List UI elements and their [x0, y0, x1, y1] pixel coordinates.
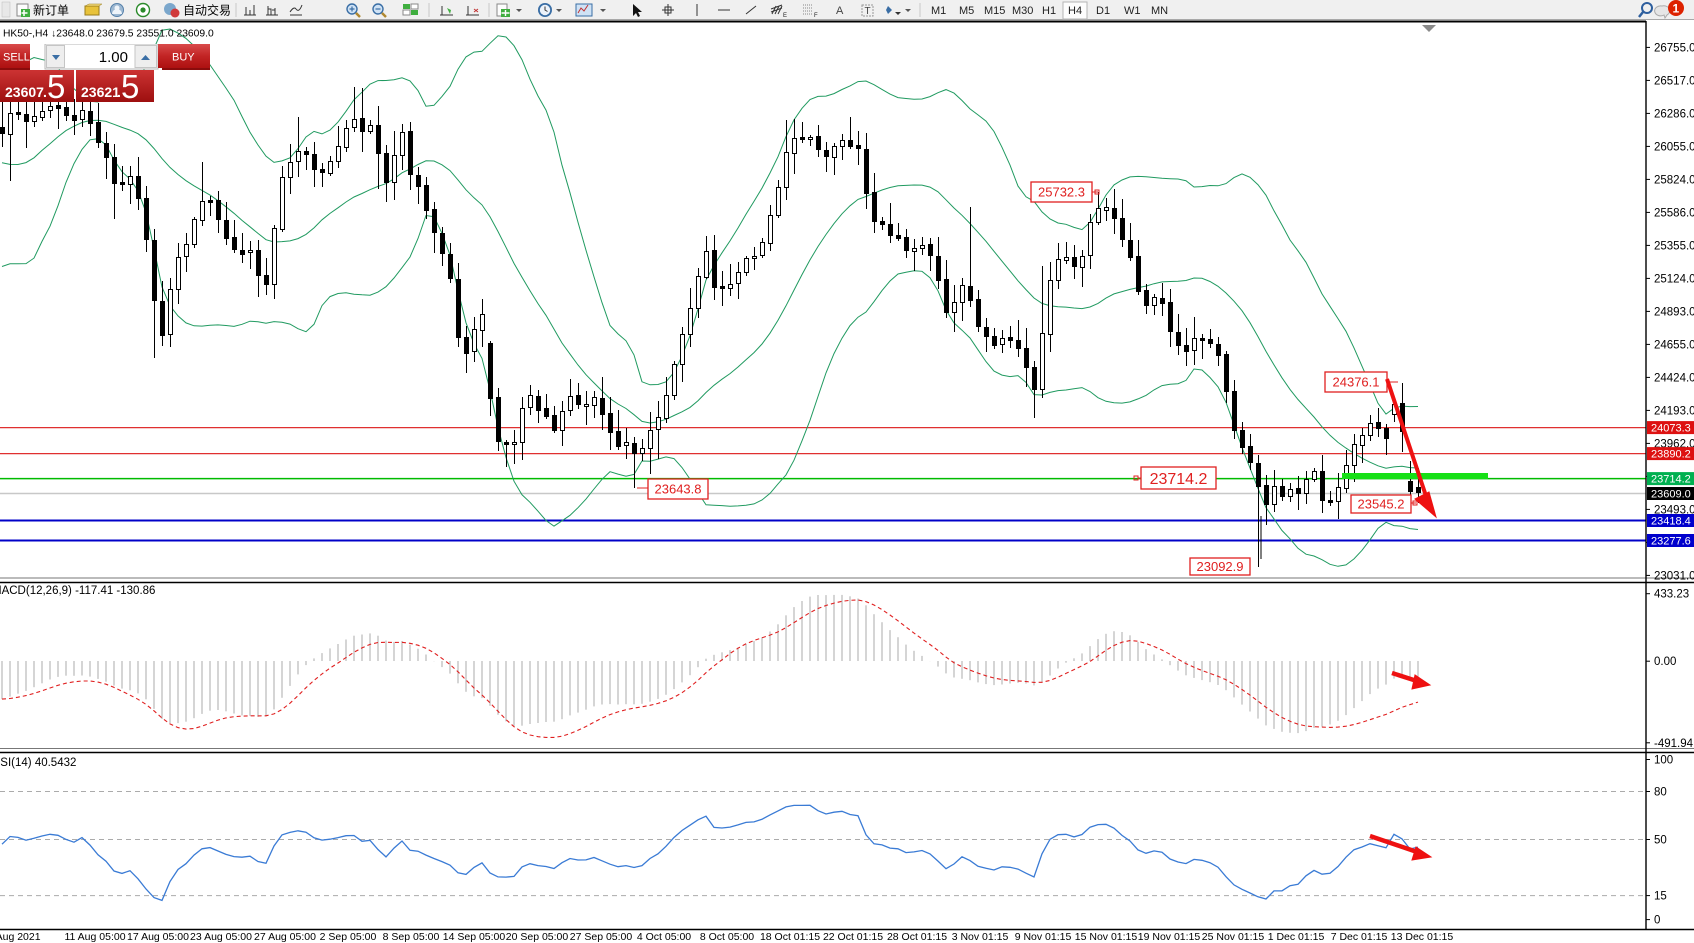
svg-text:25732.3: 25732.3: [1038, 185, 1085, 200]
svg-text:50: 50: [1654, 835, 1667, 847]
svg-text:-491.94: -491.94: [1654, 738, 1694, 750]
svg-text:T: T: [865, 6, 871, 17]
svg-text:26517.0: 26517.0: [1654, 75, 1694, 87]
svg-text:18 Oct 01:15: 18 Oct 01:15: [760, 931, 820, 943]
svg-text:100: 100: [1654, 755, 1673, 767]
svg-text:8 Oct 05:00: 8 Oct 05:00: [700, 931, 754, 943]
svg-text:9 Nov 01:15: 9 Nov 01:15: [1015, 931, 1072, 943]
svg-text:W1: W1: [1124, 5, 1141, 17]
svg-text:23714.2: 23714.2: [1150, 471, 1208, 488]
svg-text:5: 5: [121, 68, 139, 102]
svg-text:3 Nov 01:15: 3 Nov 01:15: [952, 931, 1009, 943]
svg-text:23545.2: 23545.2: [1358, 497, 1405, 512]
svg-text:A: A: [836, 5, 844, 17]
svg-text:11 Aug 05:00: 11 Aug 05:00: [64, 931, 125, 943]
svg-text:23493.0: 23493.0: [1654, 504, 1694, 516]
svg-text:2 Sep 05:00: 2 Sep 05:00: [320, 931, 377, 943]
svg-text:23 Aug 05:00: 23 Aug 05:00: [190, 931, 252, 943]
svg-text:28 Oct 01:15: 28 Oct 01:15: [887, 931, 947, 943]
svg-text:27 Sep 05:00: 27 Sep 05:00: [570, 931, 633, 943]
svg-text:.: .: [43, 84, 47, 100]
svg-text:MACD(12,26,9) -117.41 -130.86: MACD(12,26,9) -117.41 -130.86: [0, 585, 155, 597]
svg-text:H4: H4: [1068, 5, 1082, 17]
svg-text:SELL: SELL: [3, 52, 30, 64]
svg-text:E: E: [783, 13, 787, 19]
svg-text:19 Nov 01:15: 19 Nov 01:15: [1138, 931, 1201, 943]
svg-text:25124.0: 25124.0: [1654, 273, 1694, 285]
svg-text:24073.3: 24073.3: [1651, 423, 1691, 435]
svg-text:M30: M30: [1012, 5, 1033, 17]
svg-text:24893.0: 24893.0: [1654, 306, 1694, 318]
svg-text:23643.8: 23643.8: [655, 482, 702, 497]
svg-text:BUY: BUY: [172, 52, 195, 64]
svg-text:5: 5: [47, 68, 65, 102]
svg-text:23277.6: 23277.6: [1651, 536, 1691, 548]
svg-text:22 Oct 01:15: 22 Oct 01:15: [823, 931, 883, 943]
svg-text:26755.0: 26755.0: [1654, 42, 1694, 54]
svg-text:25 Nov 01:15: 25 Nov 01:15: [1202, 931, 1265, 943]
svg-text:0: 0: [1654, 915, 1660, 927]
svg-text:27 Aug 05:00: 27 Aug 05:00: [254, 931, 316, 943]
svg-text:MN: MN: [1151, 5, 1168, 17]
svg-text:15 Nov 01:15: 15 Nov 01:15: [1075, 931, 1138, 943]
svg-text:H1: H1: [1042, 5, 1056, 17]
svg-text:26055.0: 26055.0: [1654, 141, 1694, 153]
svg-text:23609.0: 23609.0: [1651, 489, 1691, 501]
svg-text:1 Dec 01:15: 1 Dec 01:15: [1268, 931, 1325, 943]
svg-text:1.00: 1.00: [99, 49, 128, 66]
svg-text:F: F: [814, 13, 818, 19]
svg-text:M15: M15: [984, 5, 1005, 17]
svg-text:80: 80: [1654, 787, 1667, 799]
svg-text:15: 15: [1654, 891, 1667, 903]
svg-text:0.00: 0.00: [1654, 656, 1676, 668]
svg-text:7 Dec 01:15: 7 Dec 01:15: [1331, 931, 1388, 943]
svg-text:.: .: [117, 84, 121, 100]
svg-text:4 Oct 05:00: 4 Oct 05:00: [637, 931, 691, 943]
svg-text:M1: M1: [931, 5, 946, 17]
svg-text:17 Aug 05:00: 17 Aug 05:00: [127, 931, 189, 943]
svg-text:D1: D1: [1096, 5, 1110, 17]
svg-text:HK50-,H4 ↓23648.0 23679.5 235: HK50-,H4 ↓23648.0 23679.5 23551.0 23609.…: [3, 29, 214, 40]
svg-text:23621: 23621: [81, 84, 120, 100]
svg-text:新订单: 新订单: [33, 3, 69, 18]
svg-text:23418.4: 23418.4: [1651, 516, 1691, 528]
svg-text:20 Sep 05:00: 20 Sep 05:00: [506, 931, 569, 943]
svg-text:8 Sep 05:00: 8 Sep 05:00: [383, 931, 440, 943]
svg-text:自动交易: 自动交易: [183, 3, 231, 18]
svg-text:25824.0: 25824.0: [1654, 174, 1694, 186]
svg-text:23092.9: 23092.9: [1197, 559, 1244, 574]
svg-text:4 Aug 2021: 4 Aug 2021: [0, 931, 41, 943]
svg-text:433.23: 433.23: [1654, 589, 1689, 601]
svg-text:RSI(14) 40.5432: RSI(14) 40.5432: [0, 757, 76, 769]
svg-text:25355.0: 25355.0: [1654, 240, 1694, 252]
svg-text:24376.1: 24376.1: [1333, 375, 1380, 390]
svg-text:23890.2: 23890.2: [1651, 449, 1691, 461]
svg-text:M5: M5: [959, 5, 974, 17]
svg-text:25586.0: 25586.0: [1654, 207, 1694, 219]
svg-text:14 Sep 05:00: 14 Sep 05:00: [443, 931, 506, 943]
svg-text:23031.0: 23031.0: [1654, 570, 1694, 582]
svg-text:24655.0: 24655.0: [1654, 339, 1694, 351]
svg-text:1: 1: [1673, 2, 1680, 16]
svg-text:23607: 23607: [5, 84, 44, 100]
svg-text:26286.0: 26286.0: [1654, 108, 1694, 120]
svg-text:24193.0: 24193.0: [1654, 405, 1694, 417]
svg-text:23714.2: 23714.2: [1651, 474, 1691, 486]
svg-text:13 Dec 01:15: 13 Dec 01:15: [1391, 931, 1454, 943]
svg-text:24424.0: 24424.0: [1654, 372, 1694, 384]
